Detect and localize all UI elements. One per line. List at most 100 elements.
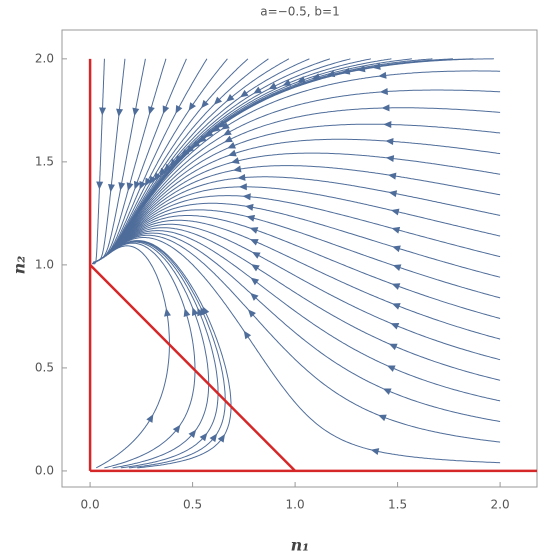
x-tick-label: 1.0 <box>286 498 305 512</box>
streamline <box>92 165 501 265</box>
stream-arrow <box>181 148 190 158</box>
stream-arrow <box>217 434 226 443</box>
streamline <box>93 58 494 264</box>
streamline <box>92 58 167 264</box>
stream-arrow <box>116 108 124 117</box>
streamline <box>93 58 187 264</box>
stream-arrow <box>381 104 390 112</box>
stream-arrow <box>172 424 181 434</box>
streamline <box>93 237 501 464</box>
x-axis-label: n₁ <box>291 536 310 555</box>
stream-arrow <box>246 214 256 222</box>
streamline <box>93 58 228 264</box>
stream-arrow <box>133 180 141 190</box>
streamline <box>93 234 501 443</box>
stream-arrow <box>118 182 126 191</box>
streamline <box>92 138 501 264</box>
stream-arrow <box>268 82 278 90</box>
stream-arrow <box>226 93 235 102</box>
stream-arrow <box>188 429 197 439</box>
stream-arrow <box>390 208 400 216</box>
stream-arrow <box>164 163 172 173</box>
streamline <box>92 58 208 265</box>
stream-arrow <box>391 226 401 234</box>
stream-arrow <box>251 264 260 272</box>
stream-arrow <box>382 388 392 395</box>
streamline <box>92 176 501 264</box>
stream-arrow <box>149 175 157 185</box>
stream-arrow <box>282 79 292 86</box>
stream-arrow <box>96 181 104 190</box>
streamline <box>93 202 501 278</box>
stream-arrow <box>249 239 259 246</box>
streamline <box>93 58 105 265</box>
stream-arrow <box>107 183 115 193</box>
stream-arrow <box>386 365 396 372</box>
y-tick-label: 0.5 <box>35 360 54 374</box>
x-tick-label: 2.0 <box>491 498 510 512</box>
stream-arrow <box>370 448 380 455</box>
stream-arrow <box>238 183 247 191</box>
streamline <box>93 242 196 469</box>
stream-arrow <box>379 87 388 95</box>
streamline <box>92 58 146 265</box>
stream-arrow <box>159 167 167 177</box>
stream-arrow <box>237 173 246 181</box>
y-tick-label: 1.5 <box>35 154 54 168</box>
streamline <box>93 215 501 319</box>
stream-arrow <box>385 155 395 163</box>
stream-arrow <box>250 292 259 301</box>
stream-arrow <box>169 158 178 168</box>
stream-arrow <box>174 154 183 164</box>
stream-arrow <box>191 307 199 317</box>
streamline <box>92 232 501 422</box>
plot-frame <box>61 29 538 488</box>
stream-arrow <box>126 182 134 191</box>
stream-arrow <box>154 172 162 181</box>
stream-arrow <box>390 323 400 330</box>
stream-arrow <box>201 99 209 109</box>
stream-arrow <box>228 149 237 157</box>
streamline <box>92 240 219 469</box>
stream-arrow <box>183 308 191 317</box>
streamline <box>92 70 501 264</box>
streamline <box>92 241 210 469</box>
stream-arrow <box>378 71 387 79</box>
streamline <box>93 195 501 264</box>
stream-arrow <box>240 89 249 98</box>
streamline <box>92 58 453 265</box>
stream-arrow <box>251 251 261 259</box>
streamline <box>92 186 501 264</box>
x-tick-label: 1.5 <box>388 498 407 512</box>
stream-arrow <box>247 309 256 318</box>
stream-arrow <box>227 142 236 149</box>
streamline <box>92 152 501 264</box>
stream-arrow <box>378 414 387 422</box>
stream-arrow <box>99 107 107 116</box>
stream-arrow <box>209 433 218 443</box>
x-tick-label: 0.5 <box>183 498 202 512</box>
stream-arrow <box>392 245 401 253</box>
streamline <box>93 219 501 340</box>
stream-arrow <box>217 120 227 128</box>
stream-arrow <box>188 102 197 111</box>
stream-arrow <box>148 106 155 115</box>
stream-arrow <box>162 105 170 115</box>
stream-arrow <box>392 264 402 272</box>
y-axis-label: n₂ <box>10 256 29 275</box>
stream-arrow <box>139 180 146 190</box>
streamline <box>92 58 433 265</box>
stream-arrow <box>387 172 397 180</box>
y-tick-label: 1.0 <box>35 257 54 271</box>
stream-arrow <box>245 203 254 211</box>
stream-arrow <box>199 432 208 442</box>
stream-arrow <box>250 277 260 286</box>
stream-arrow <box>175 105 183 114</box>
y-tick-label: 0.0 <box>35 463 54 477</box>
stream-arrow <box>249 227 259 234</box>
y-tick-label: 2.0 <box>35 51 54 65</box>
stream-arrow <box>146 414 154 423</box>
stream-arrow <box>230 157 240 165</box>
streamline <box>93 223 501 361</box>
